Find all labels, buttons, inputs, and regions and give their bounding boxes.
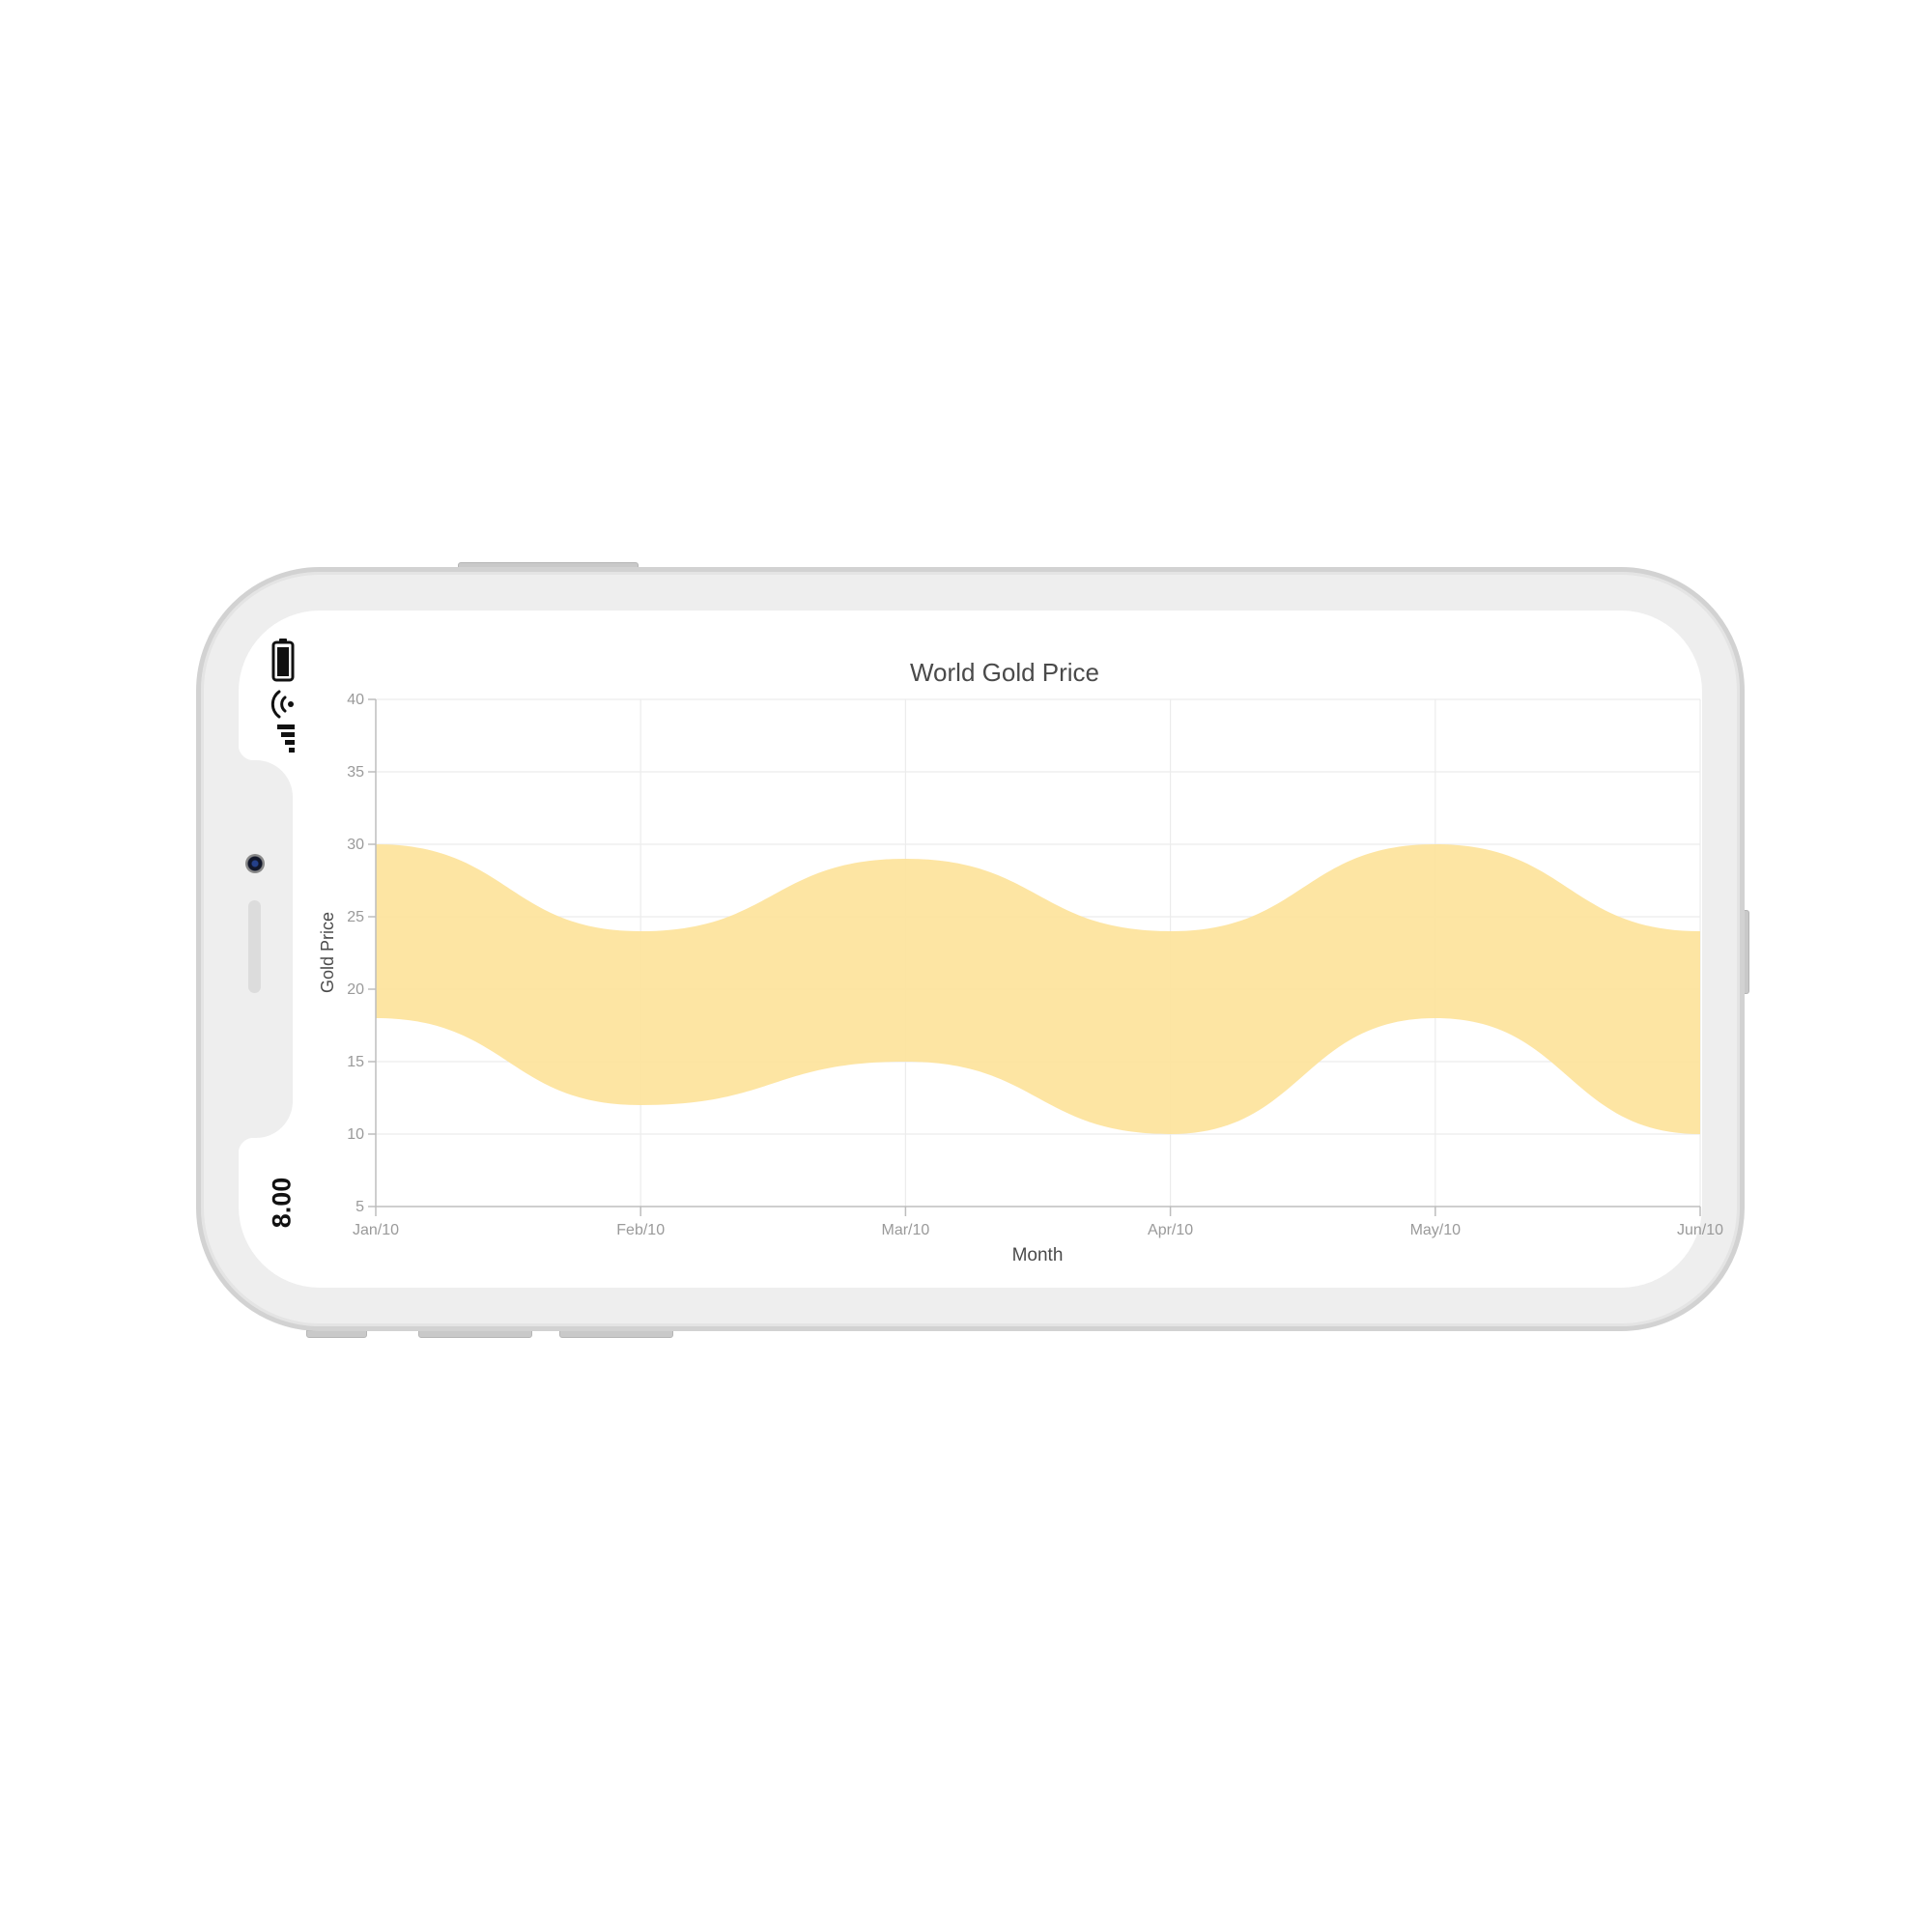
x-tick-label: Mar/10 xyxy=(882,1222,930,1238)
y-tick-label: 5 xyxy=(355,1199,364,1215)
x-tick-label: Jan/10 xyxy=(353,1222,399,1238)
earpiece-speaker xyxy=(248,900,261,993)
x-axis-title: Month xyxy=(1012,1245,1064,1265)
signal-icon xyxy=(277,724,295,753)
x-tick-label: Jun/10 xyxy=(1677,1222,1723,1238)
y-tick-label: 35 xyxy=(347,764,364,781)
battery-icon xyxy=(271,639,295,682)
x-tick-label: May/10 xyxy=(1410,1222,1462,1238)
wifi-icon xyxy=(270,690,294,719)
y-tick-label: 40 xyxy=(347,692,364,708)
x-tick-label: Apr/10 xyxy=(1148,1222,1193,1238)
chart-title: World Gold Price xyxy=(910,658,1099,687)
y-tick-label: 30 xyxy=(347,837,364,853)
y-tick-label: 25 xyxy=(347,909,364,925)
y-tick-label: 10 xyxy=(347,1126,364,1143)
x-tick-label: Feb/10 xyxy=(616,1222,665,1238)
front-camera xyxy=(245,854,265,873)
phone-notch xyxy=(239,745,293,1153)
price-range-band xyxy=(376,844,1700,1134)
y-tick-label: 15 xyxy=(347,1054,364,1070)
y-axis-title: Gold Price xyxy=(318,912,337,993)
y-tick-label: 20 xyxy=(347,981,364,998)
